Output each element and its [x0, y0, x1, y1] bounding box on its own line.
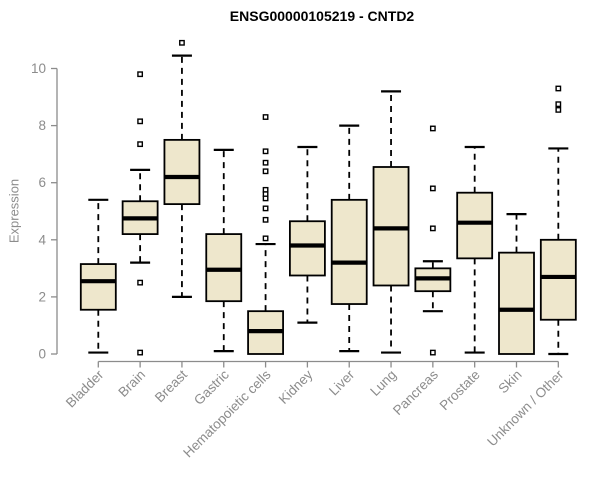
x-tick-label-liver: Liver — [326, 367, 358, 399]
x-tick-label-pancreas: Pancreas — [390, 367, 441, 418]
box-group-hematopoietic-cells — [247, 114, 284, 355]
x-tick-label-lung: Lung — [367, 367, 399, 399]
outlier-point — [262, 205, 269, 212]
outlier-point — [555, 101, 562, 108]
outlier-point — [262, 148, 269, 155]
outlier-point — [555, 85, 562, 92]
outlier-point — [137, 349, 144, 356]
box-rect — [163, 138, 201, 206]
outlier-point — [262, 168, 269, 175]
outlier-point — [179, 39, 185, 46]
box-group-skin — [498, 213, 535, 355]
box-group-lung — [372, 90, 410, 354]
box-group-prostate — [456, 145, 494, 354]
outlier-point — [137, 279, 144, 286]
outlier-point — [262, 114, 269, 120]
x-tick-label-gastric: Gastric — [191, 367, 232, 408]
outlier-point — [137, 118, 144, 125]
box-group-gastric — [205, 148, 243, 353]
outlier-point — [137, 71, 144, 78]
box-rect — [498, 251, 535, 355]
box-rect — [288, 220, 326, 277]
box-group-kidney — [288, 145, 326, 324]
box-group-liver — [330, 124, 368, 353]
x-tick-label-skin: Skin — [495, 367, 524, 396]
box-group-unknown-other — [539, 85, 577, 356]
x-tick-label-kidney: Kidney — [276, 367, 316, 407]
chart-title: ENSG00000105219 - CNTD2 — [229, 8, 415, 24]
y-tick-label: 0 — [38, 347, 46, 362]
box-rect — [79, 263, 117, 311]
x-tick-label-brain: Brain — [115, 367, 148, 400]
outlier-point — [429, 225, 436, 232]
box-rect — [539, 238, 577, 321]
box-rect — [330, 198, 368, 305]
box-group-brain — [121, 71, 159, 356]
outlier-point — [429, 125, 436, 132]
box-group-bladder — [79, 198, 117, 354]
x-tick-label-breast: Breast — [152, 367, 190, 405]
outlier-point — [262, 195, 269, 202]
outlier-point — [429, 349, 436, 356]
outlier-point — [429, 185, 436, 192]
y-tick-label: 8 — [38, 118, 46, 133]
box-group-pancreas — [414, 125, 452, 356]
y-tick-label: 6 — [38, 175, 46, 190]
outlier-point — [555, 106, 562, 113]
x-tick-label-bladder: Bladder — [63, 367, 107, 411]
x-tick-label-unknown-other: Unknown / Other — [484, 367, 567, 450]
x-tick-label-prostate: Prostate — [437, 367, 483, 413]
outlier-point — [262, 159, 269, 166]
outlier-point — [137, 141, 144, 148]
y-tick-label: 2 — [38, 289, 46, 304]
outlier-point — [262, 235, 269, 242]
box-group-breast — [163, 39, 201, 298]
box-rect — [205, 233, 243, 303]
box-rect — [372, 166, 410, 287]
y-tick-label: 10 — [31, 61, 46, 76]
box-rect — [456, 191, 494, 260]
y-tick-label: 4 — [38, 232, 46, 247]
outlier-point — [262, 216, 269, 223]
